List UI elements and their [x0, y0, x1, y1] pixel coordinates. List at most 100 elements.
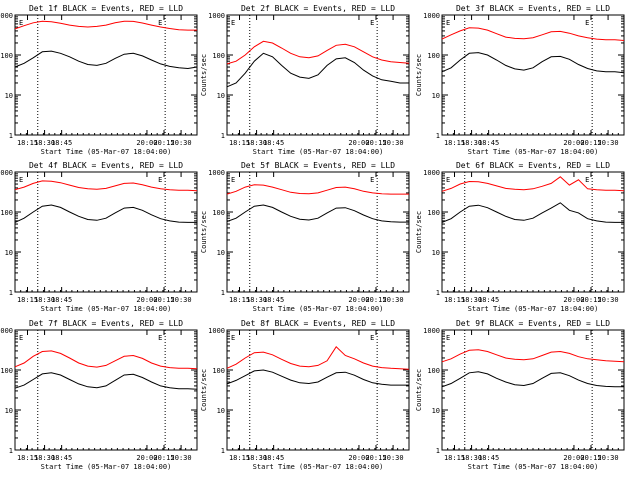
x-tick-label: 20:15	[153, 454, 174, 462]
e-marker: E	[19, 334, 23, 342]
plot-frame	[14, 14, 198, 136]
x-tick-label: 20:15	[365, 454, 386, 462]
x-tick-label: 18:30	[461, 296, 482, 304]
lld-line	[14, 350, 198, 370]
x-tick-label: 20:00	[136, 296, 157, 304]
y-tick-label: 1000	[423, 12, 440, 20]
x-tick-label: 20:30	[171, 454, 192, 462]
x-tick-label: 18:30	[246, 139, 267, 147]
panel-title: Det 1f BLACK = Events, RED = LLD	[29, 4, 183, 13]
x-axis-label: Start Time (05-Mar-07 18:04:00)	[468, 148, 599, 156]
x-tick-label: 18:15	[444, 139, 465, 147]
y-tick-label: 100	[0, 367, 13, 375]
e-marker: E	[158, 19, 162, 27]
events-line	[441, 52, 625, 74]
x-axis-label: Start Time (05-Mar-07 18:04:00)	[41, 305, 172, 313]
panel-det-8: Det 8f BLACK = Events, RED = LLD 1 10 100 10…	[200, 319, 410, 471]
x-axis-label: Start Time (05-Mar-07 18:04:00)	[41, 148, 172, 156]
x-tick-label: 20:30	[383, 296, 404, 304]
y-tick-label: 10	[432, 249, 440, 257]
y-tick-label: 100	[212, 209, 225, 217]
x-axis-label: Start Time (05-Mar-07 18:04:00)	[253, 148, 384, 156]
plot-frame	[226, 171, 410, 293]
x-tick-label: 18:45	[478, 139, 499, 147]
y-tick-label: 1000	[423, 327, 440, 335]
lld-line	[226, 184, 409, 195]
x-tick-label: 20:00	[348, 139, 369, 147]
x-tick-label: 20:00	[563, 454, 584, 462]
y-axis-label: Counts/sec	[415, 369, 423, 411]
x-tick-label: 18:45	[51, 296, 72, 304]
x-tick-label: 18:45	[263, 139, 284, 147]
e-marker: E	[446, 19, 450, 27]
events-line	[14, 50, 198, 70]
y-tick-label: 10	[217, 92, 225, 100]
y-tick-label: 1000	[208, 12, 225, 20]
panel-title: Det 3f BLACK = Events, RED = LLD	[456, 4, 610, 13]
e-marker: E	[231, 334, 235, 342]
x-axis-label: Start Time (05-Mar-07 18:04:00)	[468, 463, 599, 471]
e-marker: E	[585, 19, 589, 27]
events-line	[226, 369, 409, 386]
x-tick-label: 20:00	[563, 139, 584, 147]
y-tick-label: 1000	[208, 327, 225, 335]
e-marker: E	[231, 176, 235, 184]
x-axis-label: Start Time (05-Mar-07 18:04:00)	[253, 305, 384, 313]
y-tick-label: 100	[0, 209, 13, 217]
e-marker: E	[370, 19, 374, 27]
y-tick-label: 100	[427, 52, 440, 60]
x-tick-label: 20:00	[136, 139, 157, 147]
e-marker: E	[158, 176, 162, 184]
x-tick-label: 20:15	[365, 296, 386, 304]
x-tick-label: 18:15	[229, 454, 250, 462]
x-tick-label: 18:30	[34, 296, 55, 304]
y-tick-label: 1	[436, 132, 440, 140]
x-axis-label: Start Time (05-Mar-07 18:04:00)	[253, 463, 384, 471]
e-marker: E	[446, 334, 450, 342]
x-tick-label: 20:00	[563, 296, 584, 304]
x-tick-label: 20:00	[348, 296, 369, 304]
x-tick-label: 18:15	[17, 454, 38, 462]
e-marker: E	[19, 19, 23, 27]
e-marker: E	[370, 334, 374, 342]
y-tick-label: 10	[217, 249, 225, 257]
x-tick-label: 18:30	[461, 454, 482, 462]
y-tick-label: 100	[427, 367, 440, 375]
panel-det-6: Det 6f BLACK = Events, RED = LLD 1 10 100 10…	[415, 161, 625, 313]
x-axis-label: Start Time (05-Mar-07 18:04:00)	[468, 305, 599, 313]
panel-det-1: Det 1f BLACK = Events, RED = LLD 1 10 100 10…	[0, 4, 198, 156]
y-tick-label: 1	[221, 289, 225, 297]
y-tick-label: 1000	[0, 169, 13, 177]
y-tick-label: 1	[9, 289, 13, 297]
x-tick-label: 18:30	[34, 139, 55, 147]
panel-title: Det 2f BLACK = Events, RED = LLD	[241, 4, 395, 13]
y-axis-label: Counts/sec	[200, 211, 208, 253]
e-marker: E	[585, 334, 589, 342]
y-tick-label: 10	[432, 407, 440, 415]
x-tick-label: 18:15	[229, 296, 250, 304]
x-tick-label: 20:30	[598, 454, 619, 462]
panel-det-7: Det 7f BLACK = Events, RED = LLD 1 10 100 10…	[0, 319, 198, 471]
x-tick-label: 20:30	[598, 296, 619, 304]
y-tick-label: 1000	[0, 327, 13, 335]
x-tick-label: 18:15	[17, 139, 38, 147]
x-tick-label: 18:15	[229, 139, 250, 147]
panel-det-5: Det 5f BLACK = Events, RED = LLD 1 10 100 10…	[200, 161, 410, 313]
lld-line	[226, 40, 410, 65]
lld-line	[441, 27, 625, 41]
y-tick-label: 1	[436, 289, 440, 297]
x-tick-label: 18:45	[51, 139, 72, 147]
x-tick-label: 18:15	[444, 454, 465, 462]
y-tick-label: 100	[212, 367, 225, 375]
panel-det-4: Det 4f BLACK = Events, RED = LLD 1 10 100 10…	[0, 161, 198, 313]
y-tick-label: 100	[212, 52, 225, 60]
x-tick-label: 20:30	[171, 139, 192, 147]
x-tick-label: 20:30	[598, 139, 619, 147]
x-axis-label: Start Time (05-Mar-07 18:04:00)	[41, 463, 172, 471]
y-tick-label: 1	[436, 447, 440, 455]
e-marker: E	[19, 176, 23, 184]
panel-det-2: Det 2f BLACK = Events, RED = LLD 1 10 100 10…	[200, 4, 410, 156]
lld-line	[441, 349, 625, 363]
panel-title: Det 4f BLACK = Events, RED = LLD	[29, 161, 183, 170]
y-tick-label: 1	[9, 132, 13, 140]
